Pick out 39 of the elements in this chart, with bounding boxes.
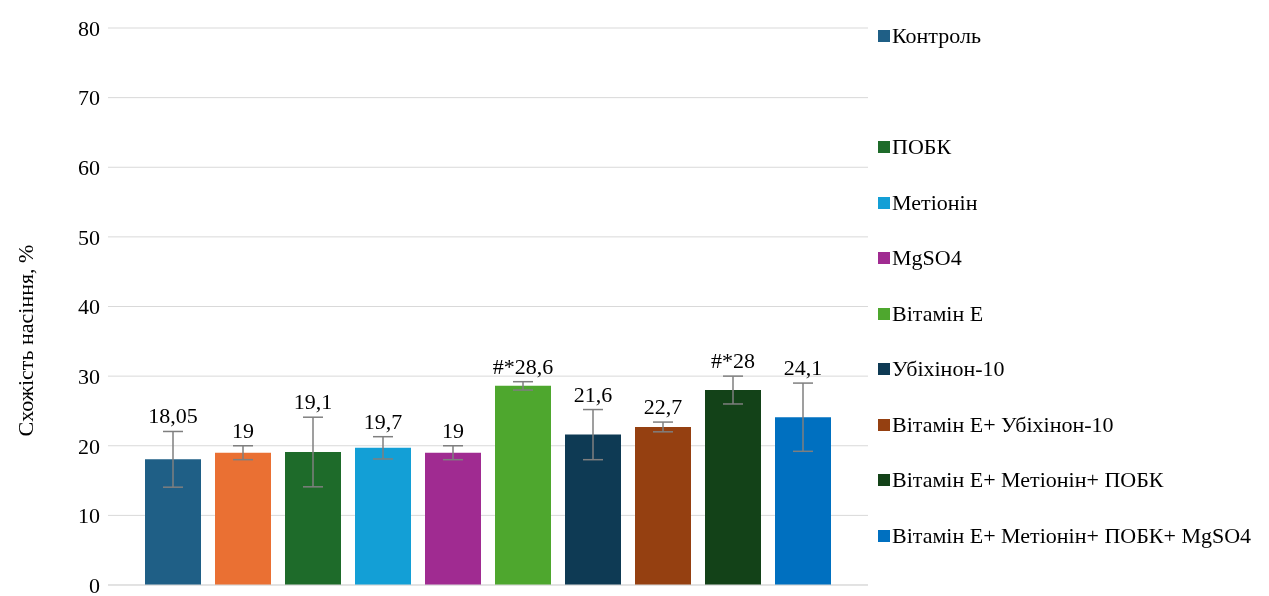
y-tick-label: 80	[78, 15, 100, 41]
data-label: 19,7	[363, 408, 403, 434]
data-label: #*28,6	[492, 353, 554, 379]
data-label: 19,1	[293, 389, 333, 415]
y-tick-label: 40	[78, 294, 100, 320]
legend-label: Вітамін Е+ Убіхінон-10	[892, 410, 1114, 439]
y-tick-label: 50	[78, 224, 100, 250]
legend-label: ПОБК	[892, 133, 952, 161]
bar	[215, 452, 271, 585]
legend-label: Контроль	[892, 22, 981, 50]
legend-label: Вітамін Е+ Метіонін+ ПОБК	[892, 466, 1164, 494]
bar	[775, 417, 831, 585]
bar	[285, 452, 341, 585]
data-label: 19	[232, 417, 254, 443]
data-label: #*28	[711, 348, 755, 374]
legend-label: MgSO4	[892, 244, 962, 272]
data-label: 24,1	[783, 355, 823, 381]
bar	[425, 452, 481, 585]
legend-label: Метіонін	[892, 188, 978, 217]
bar	[565, 434, 621, 585]
y-tick-label: 30	[78, 363, 100, 389]
y-tick-label: 20	[78, 433, 100, 459]
bar	[355, 447, 411, 585]
bar	[705, 390, 761, 585]
y-tick-label: 0	[89, 572, 100, 596]
data-label: 22,7	[643, 394, 683, 420]
data-label: 18,05	[148, 403, 198, 429]
y-tick-label: 70	[78, 85, 100, 111]
data-label: 21,6	[573, 381, 613, 407]
bar	[635, 426, 691, 585]
data-label: 19	[442, 417, 464, 443]
y-tick-label: 10	[78, 503, 100, 529]
bar	[145, 459, 201, 585]
legend-label: Убіхінон-10	[892, 355, 1005, 383]
y-axis-title: Схожість насіння, %	[12, 244, 38, 437]
y-tick-label: 60	[78, 155, 100, 181]
legend-label: Вітамін Е	[892, 299, 984, 328]
bar	[495, 385, 551, 585]
legend-label: Вітамін Е+ Метіонін+ ПОБК+ MgSO4	[892, 521, 1252, 550]
